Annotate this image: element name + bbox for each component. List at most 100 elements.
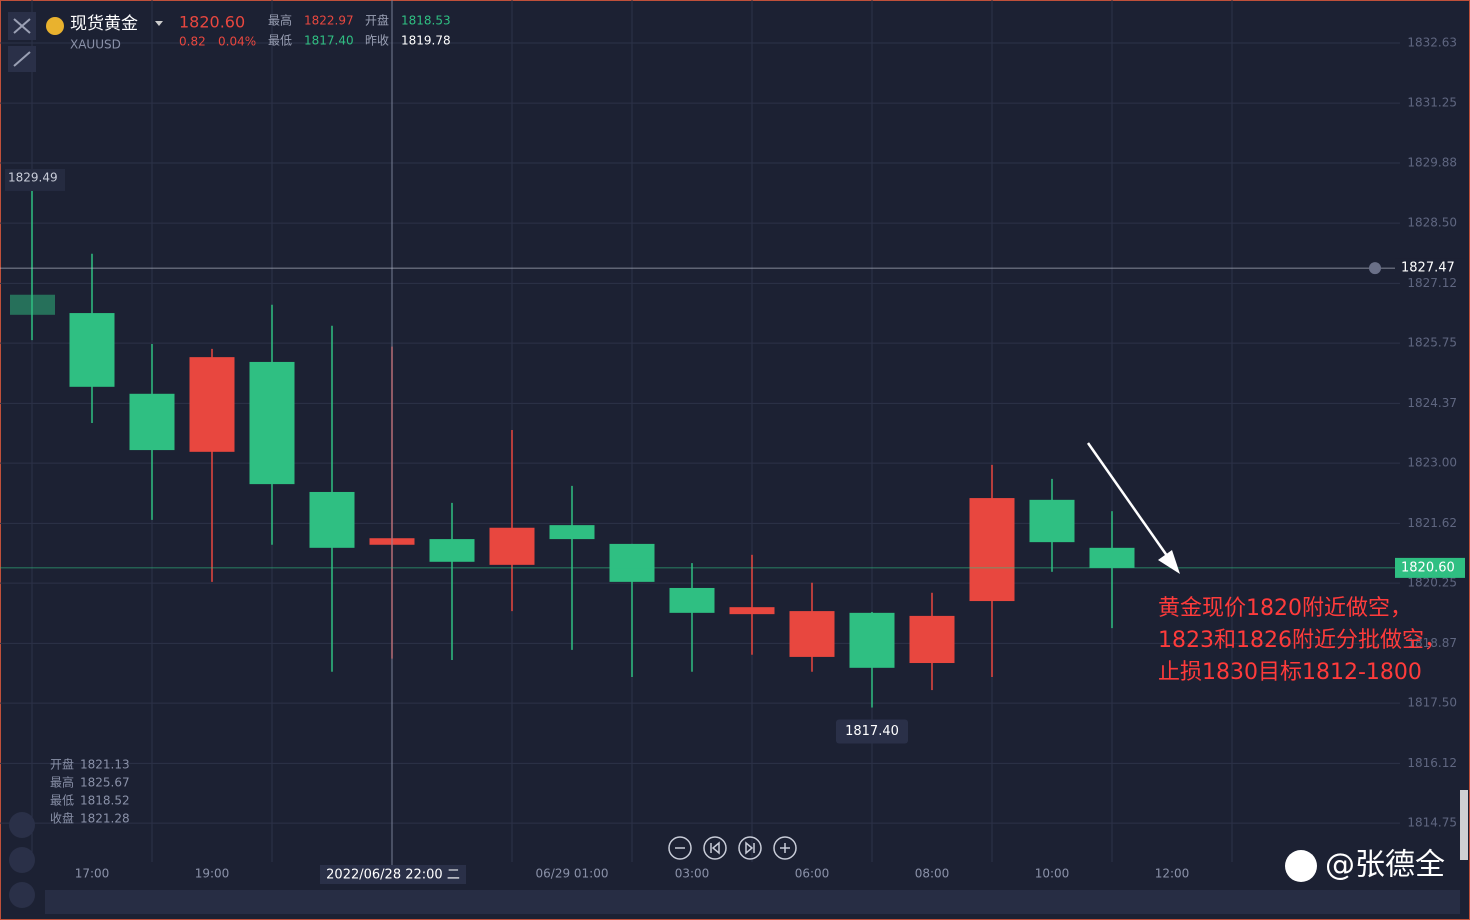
annotation-line: 止损1830目标1812-1800	[1158, 660, 1422, 685]
close-icon	[13, 18, 31, 34]
candle-body	[309, 491, 355, 548]
x-tick-label: 17:00	[75, 867, 110, 881]
candle-body	[549, 525, 595, 540]
grid: 1832.63 1831.25 1829.88 1828.50 1827.12 1825.…	[0, 0, 1457, 881]
candle-body	[789, 611, 835, 657]
crosshair-time-box	[320, 865, 466, 884]
gold-icon	[46, 17, 64, 35]
y-tick-label: 1818.87	[1407, 636, 1457, 650]
price-tag-label: 1827.47	[1401, 261, 1455, 276]
crosshair-time: 2022/06/28 22:00 二	[326, 868, 460, 883]
start-icon	[710, 841, 720, 855]
candle-body	[1089, 547, 1135, 568]
high-label-box	[5, 168, 65, 191]
annotation-line: 黄金现价1820附近做空，	[1158, 596, 1412, 621]
candle-body	[609, 543, 655, 582]
x-tick-label: 06:00	[795, 867, 830, 881]
y-tick-label: 1821.62	[1407, 516, 1457, 530]
change: 0.82	[179, 35, 206, 49]
candle-body	[189, 357, 235, 452]
hover-value: 1818.52	[80, 794, 130, 808]
draw-button[interactable]	[9, 847, 35, 873]
price-tag	[1395, 557, 1465, 578]
x-tick-label: 12:00	[1155, 867, 1190, 881]
candle-body	[429, 539, 475, 562]
open-value: 1818.53	[401, 14, 451, 28]
candle-body	[849, 612, 895, 668]
high-value: 1822.97	[304, 14, 354, 28]
instrument-symbol: XAUUSD	[70, 38, 121, 52]
x-tick-label: 08:00	[915, 867, 950, 881]
candle-body	[69, 313, 115, 387]
y-tick-label: 1824.37	[1407, 396, 1457, 410]
price-tag	[1395, 258, 1465, 279]
candle-body	[1029, 499, 1075, 543]
hover-label: 开盘	[50, 757, 74, 772]
candle-body	[729, 607, 775, 615]
high-label: 1829.49	[8, 170, 58, 184]
toolbar	[8, 12, 163, 908]
hover-value: 1821.28	[80, 812, 130, 826]
candle-body	[669, 587, 715, 613]
y-tick-label: 1832.63	[1407, 35, 1457, 49]
low-label: 最低	[268, 34, 292, 48]
dropdown-icon[interactable]	[155, 21, 163, 26]
y-tick-label: 1823.00	[1407, 456, 1457, 470]
candle-body	[489, 527, 535, 565]
end-button[interactable]	[738, 836, 762, 860]
arrow-head	[1158, 550, 1180, 574]
y-tick-label: 1831.25	[1407, 96, 1457, 110]
watermark: @张德全	[1285, 848, 1445, 883]
watermark-icon	[1285, 850, 1317, 882]
change-pct: 0.04%	[218, 35, 256, 49]
y-tick-label: 1825.75	[1407, 336, 1457, 350]
y-tick-label: 1829.88	[1407, 155, 1457, 169]
alert-bell[interactable]	[1369, 262, 1381, 275]
candle-body	[969, 498, 1015, 602]
prev-close-label: 昨收	[365, 34, 389, 48]
high-label: 最高	[268, 13, 292, 28]
x-tick-label: 10:00	[1035, 867, 1070, 881]
price-tag-label: 1820.60	[1401, 560, 1455, 575]
hover-value: 1825.67	[80, 776, 130, 790]
hover-value: 1821.13	[80, 758, 130, 772]
zoom-in-button[interactable]	[773, 836, 797, 860]
candle-body	[909, 615, 955, 664]
compare-button[interactable]	[9, 882, 35, 908]
candle-body	[249, 361, 295, 485]
y-tick-label: 1827.12	[1407, 276, 1457, 290]
scrollbar[interactable]	[1460, 790, 1468, 860]
x-tick-label: 06/29 01:00	[536, 867, 609, 881]
y-tick-label: 1814.75	[1407, 816, 1457, 830]
start-button[interactable]	[703, 836, 727, 860]
y-tick-label: 1816.12	[1407, 756, 1457, 770]
instrument-name: 现货黄金	[70, 14, 138, 34]
y-tick-label: 1828.50	[1407, 216, 1457, 230]
x-tick-label: 03:00	[675, 867, 710, 881]
x-tick-label: 19:00	[195, 867, 230, 881]
shrink-icon	[13, 51, 31, 67]
hover-label: 最高	[50, 775, 74, 790]
watermark-text: @张德全	[1325, 848, 1445, 883]
zoom-out-button[interactable]	[668, 836, 692, 860]
indicator-button[interactable]	[9, 812, 35, 838]
annotation-line: 1823和1826附近分批做空，	[1158, 628, 1446, 653]
low-label: 1817.40	[845, 724, 899, 739]
zoom-in-icon	[780, 843, 790, 853]
candle-body	[129, 393, 175, 451]
open-label: 开盘	[365, 13, 389, 28]
hover-label: 最低	[50, 794, 74, 808]
low-label-box	[836, 719, 908, 744]
tab-bar	[45, 890, 1460, 914]
last-price: 1820.60	[179, 13, 245, 32]
end-icon	[745, 841, 755, 855]
candle-body	[10, 294, 55, 315]
arrow-line	[1086, 442, 1172, 561]
playback-controls	[668, 836, 797, 860]
annotation: 黄金现价1820附近做空， 1823和1826附近分批做空， 止损1830目标1…	[1158, 596, 1446, 685]
quote-header: 现货黄金 XAUUSD 1820.60 0.82 0.04% 最高 1822.9…	[70, 13, 451, 52]
y-tick-label: 1820.25	[1407, 576, 1457, 590]
prev-close-value: 1819.78	[401, 34, 451, 48]
